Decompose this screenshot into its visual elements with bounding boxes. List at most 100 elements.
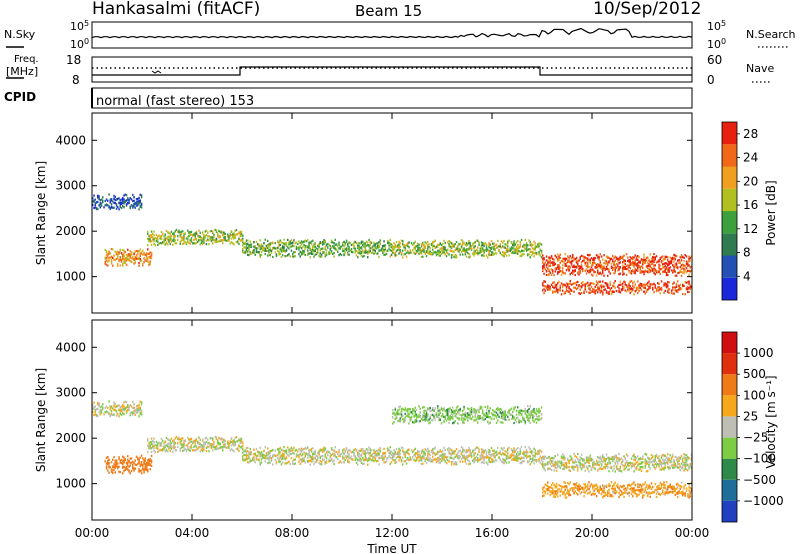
data-cell	[584, 261, 586, 265]
data-cell	[265, 249, 268, 252]
data-cell	[560, 455, 563, 458]
data-cell	[548, 287, 550, 290]
data-cell	[628, 289, 630, 292]
data-cell	[670, 262, 673, 265]
data-cell	[243, 246, 245, 249]
data-cell	[673, 260, 675, 263]
data-cell	[370, 241, 373, 244]
data-cell	[210, 237, 213, 241]
data-cell	[127, 198, 129, 201]
data-cell	[324, 241, 326, 244]
data-cell	[594, 463, 596, 466]
nsearch-label: N.Search	[746, 28, 796, 41]
data-cell	[459, 455, 461, 458]
data-cell	[159, 237, 161, 240]
data-cell	[542, 269, 544, 272]
data-cell	[189, 440, 191, 443]
data-cell	[474, 245, 476, 248]
data-cell	[383, 458, 385, 461]
data-cell	[619, 272, 621, 275]
data-cell	[160, 437, 163, 441]
data-cell	[120, 409, 123, 413]
data-cell	[654, 284, 656, 287]
data-cell	[98, 204, 100, 207]
data-cell	[618, 452, 620, 456]
data-cell	[389, 245, 391, 248]
data-cell	[540, 250, 543, 253]
data-cell	[569, 459, 571, 462]
data-cell	[542, 462, 544, 466]
data-cell	[605, 262, 608, 265]
data-cell	[614, 264, 616, 267]
data-cell	[150, 243, 153, 246]
data-cell	[412, 243, 414, 247]
data-cell	[132, 206, 134, 209]
data-cell	[417, 453, 419, 456]
data-cell	[424, 246, 426, 249]
data-cell	[405, 251, 408, 254]
data-cell	[367, 241, 369, 244]
data-cell	[360, 240, 363, 243]
data-cell	[420, 450, 423, 453]
data-cell	[412, 456, 414, 459]
data-cell	[465, 248, 468, 251]
data-cell	[558, 265, 560, 268]
data-cell	[117, 413, 119, 416]
data-cell	[222, 446, 224, 449]
data-cell	[465, 242, 468, 245]
data-cell	[492, 458, 494, 461]
data-cell	[603, 466, 605, 469]
data-cell	[122, 407, 124, 410]
data-cell	[640, 288, 643, 291]
data-cell	[679, 287, 681, 290]
data-cell	[510, 248, 513, 251]
data-cell	[169, 444, 171, 447]
data-cell	[163, 240, 165, 243]
data-cell	[449, 448, 451, 451]
data-cell	[302, 453, 304, 456]
data-cell	[138, 202, 140, 205]
data-cell	[277, 448, 279, 451]
data-cell	[633, 455, 635, 458]
data-cell	[542, 260, 544, 263]
data-cell	[507, 240, 509, 243]
data-cell	[345, 249, 348, 252]
data-cell	[369, 244, 371, 247]
data-cell	[653, 269, 655, 272]
data-cell	[200, 446, 203, 449]
data-cell	[382, 245, 384, 248]
data-cell	[672, 466, 674, 469]
data-cell	[452, 253, 454, 257]
data-cell	[505, 247, 508, 250]
data-cell	[600, 290, 603, 293]
data-cell	[570, 289, 573, 292]
data-cell	[488, 460, 490, 463]
nave-label: Nave	[746, 62, 774, 75]
data-cell	[318, 242, 320, 245]
data-cell	[637, 455, 639, 458]
data-cell	[602, 467, 604, 470]
data-cell	[580, 291, 583, 294]
data-cell	[560, 462, 563, 465]
data-cell	[283, 247, 285, 250]
data-cell	[357, 245, 359, 248]
data-cell	[138, 208, 140, 211]
data-cell	[525, 247, 528, 250]
data-band	[92, 193, 143, 211]
data-cell	[555, 288, 558, 291]
data-cell	[220, 230, 223, 233]
data-cell	[590, 269, 593, 272]
data-cell	[480, 461, 483, 464]
data-cell	[664, 454, 666, 457]
data-cell	[612, 469, 614, 472]
data-cell	[137, 250, 139, 253]
data-cell	[359, 250, 361, 253]
data-cell	[418, 252, 420, 255]
data-cell	[617, 285, 619, 288]
data-cell	[275, 454, 278, 457]
data-cell	[577, 260, 579, 263]
data-cell	[177, 238, 179, 241]
data-cell	[687, 269, 689, 272]
data-cell	[463, 454, 465, 457]
data-cell	[659, 257, 661, 260]
